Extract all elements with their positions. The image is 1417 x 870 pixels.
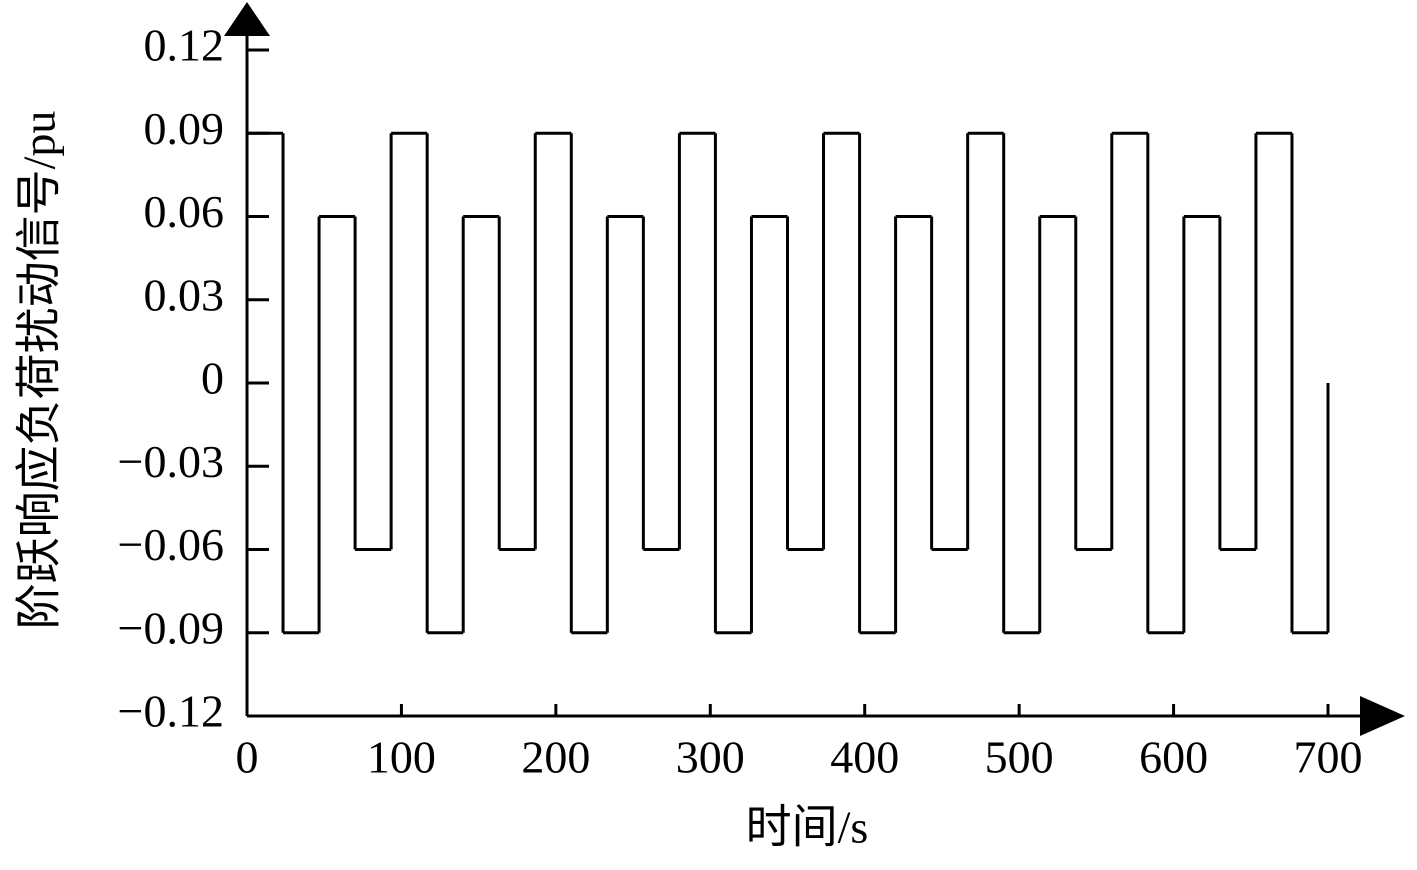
- x-tick-label: 300: [676, 732, 745, 783]
- y-tick-label: 0: [201, 353, 224, 404]
- y-tick-label: 0.06: [144, 186, 225, 237]
- x-tick-label: 0: [236, 732, 259, 783]
- y-tick-label: −0.12: [118, 686, 224, 737]
- x-tick-label: 100: [367, 732, 436, 783]
- y-tick-label: −0.06: [118, 519, 224, 570]
- y-tick-label: 0.09: [144, 103, 225, 154]
- x-tick-label: 500: [985, 732, 1054, 783]
- x-tick-label: 600: [1139, 732, 1208, 783]
- y-tick-label: −0.09: [118, 602, 224, 653]
- y-tick-label: 0.12: [144, 20, 225, 71]
- x-tick-label: 700: [1294, 732, 1363, 783]
- x-tick-label: 400: [830, 732, 899, 783]
- y-axis-arrow: [224, 2, 270, 36]
- y-axis-label: 阶跃响应负荷扰动信号/pu: [14, 111, 65, 630]
- x-axis-arrow: [1360, 696, 1405, 736]
- x-axis-label: 时间/s: [746, 802, 869, 853]
- y-tick-label: 0.03: [144, 269, 225, 320]
- y-tick-label: −0.03: [118, 436, 224, 487]
- x-tick-label: 200: [521, 732, 590, 783]
